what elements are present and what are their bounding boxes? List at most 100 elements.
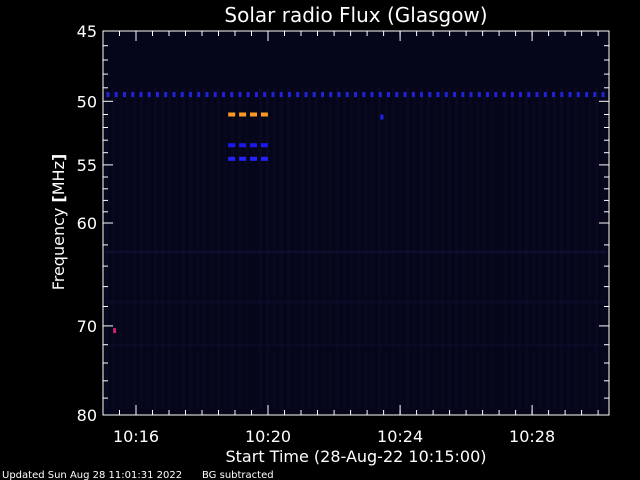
x-tick-label: 10:28 <box>509 427 555 446</box>
noise-streak <box>532 87 535 409</box>
noise-streak <box>343 87 346 409</box>
noise-streak <box>210 87 213 409</box>
noise-streak <box>483 87 486 409</box>
data-features <box>106 92 605 334</box>
noise-streak <box>329 87 332 409</box>
persistent-band-mark <box>510 92 514 98</box>
persistent-band-mark <box>296 92 300 98</box>
y-tick-label: 45 <box>77 22 97 41</box>
persistent-band-mark <box>345 92 349 98</box>
persistent-band-mark <box>172 92 176 98</box>
noise-streak <box>581 87 584 409</box>
noise-streak <box>245 87 248 409</box>
persistent-band-mark <box>370 92 374 98</box>
noise-streak <box>357 87 360 409</box>
burst-blue-2-mark <box>239 156 247 161</box>
noise-streak <box>434 87 437 409</box>
burst-orange-mark <box>250 112 257 117</box>
y-axis: 45 50 55 60 70 80 <box>77 22 609 425</box>
y-tick-label: 50 <box>77 92 97 111</box>
persistent-band-mark <box>494 92 498 98</box>
persistent-band-mark <box>387 92 390 98</box>
persistent-band-mark <box>180 92 184 98</box>
persistent-band-mark <box>197 92 201 98</box>
noise-streak <box>196 87 199 409</box>
persistent-band-mark <box>420 92 423 98</box>
persistent-band-mark <box>436 92 440 98</box>
footer-note: BG subtracted <box>202 470 274 480</box>
noise-streak <box>420 87 423 409</box>
persistent-band-mark <box>519 92 522 98</box>
persistent-band-mark <box>378 92 382 98</box>
noise-streak <box>224 87 227 409</box>
persistent-band-mark <box>453 92 456 98</box>
noise-streak <box>385 87 388 409</box>
noise-streak <box>259 87 262 409</box>
noise-streak <box>133 87 136 409</box>
persistent-band-mark <box>230 92 234 98</box>
noise-streak <box>539 87 542 409</box>
burst-blue-1-mark <box>260 143 268 148</box>
noise-streak <box>280 87 283 409</box>
burst-orange-mark <box>228 112 236 117</box>
burst-orange-mark <box>239 112 247 117</box>
burst-blue-1-mark <box>239 143 247 148</box>
noise-streak <box>427 87 430 409</box>
noise-streak <box>315 87 318 409</box>
persistent-band-mark <box>337 92 341 98</box>
persistent-band-mark <box>246 92 250 98</box>
noise-streak <box>469 87 472 409</box>
persistent-band-mark <box>271 92 275 98</box>
noise-band <box>105 250 607 254</box>
noise-streak <box>322 87 325 409</box>
persistent-band-mark <box>131 92 135 98</box>
x-tick-label: 10:16 <box>113 427 159 446</box>
burst-blue-2-mark <box>250 156 257 161</box>
noise-streak <box>301 87 304 409</box>
y-axis-label-close-bracket: ] <box>49 154 68 161</box>
x-tick-label: 10:24 <box>377 427 423 446</box>
noise-streak <box>252 87 255 409</box>
y-tick-label: 55 <box>77 156 97 175</box>
persistent-band-mark <box>461 92 465 98</box>
noise-streak <box>154 87 157 409</box>
noise-streak <box>441 87 444 409</box>
y-tick-label: 70 <box>77 317 97 336</box>
noise-streak <box>567 87 570 409</box>
noise-streak <box>602 87 605 409</box>
noise-streak <box>518 87 521 409</box>
noise-streak <box>588 87 591 409</box>
persistent-band-mark <box>312 92 316 98</box>
noise-streak <box>406 87 409 409</box>
y-axis-label-open-bracket: [ <box>49 195 68 202</box>
noise-streak <box>105 87 108 409</box>
noise-streak <box>448 87 451 409</box>
noise-streak <box>399 87 402 409</box>
noise-streak <box>476 87 479 409</box>
noise-streak <box>455 87 458 409</box>
noise-band <box>105 300 607 304</box>
persistent-band-mark <box>213 92 217 98</box>
plot-area <box>102 30 610 416</box>
noise-streak <box>371 87 374 409</box>
noise-streak <box>203 87 206 409</box>
persistent-band-mark <box>263 92 267 98</box>
persistent-band-mark <box>114 92 118 98</box>
noise-texture <box>105 87 607 409</box>
persistent-band-mark <box>543 92 547 98</box>
spot-red-mark <box>113 328 117 334</box>
persistent-band-mark <box>354 92 357 98</box>
x-axis: 10:16 10:20 10:24 10:28 <box>102 31 599 446</box>
burst-blue-1-mark <box>228 143 236 148</box>
noise-streak <box>168 87 171 409</box>
svg-text:Frequency [MHz]: Frequency [MHz] <box>49 154 68 291</box>
noise-streak <box>364 87 367 409</box>
persistent-band-mark <box>444 92 448 98</box>
persistent-band-mark <box>502 92 506 98</box>
noise-streak <box>497 87 500 409</box>
noise-streak <box>511 87 514 409</box>
persistent-band-mark <box>593 92 597 98</box>
persistent-band-mark <box>552 92 555 98</box>
persistent-band-mark <box>486 92 489 98</box>
